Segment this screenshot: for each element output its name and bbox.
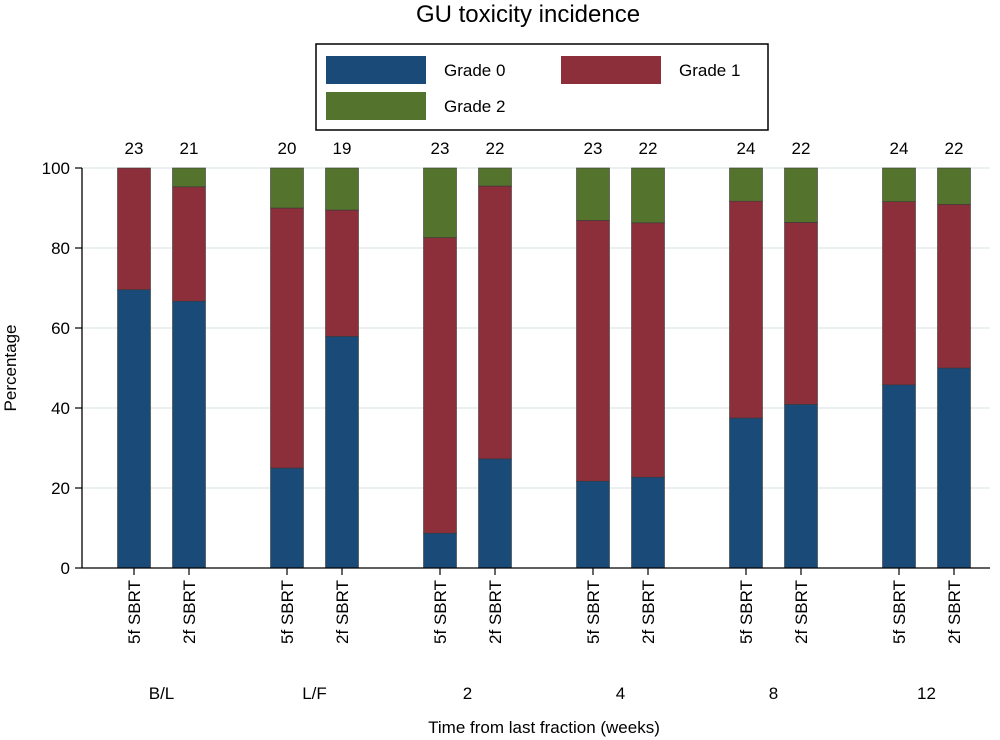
- y-tick-label: 0: [61, 559, 70, 578]
- bar-segment-grade-2: [172, 167, 206, 188]
- y-tick-label: 100: [42, 159, 70, 178]
- bar-segment-grade-2: [423, 167, 457, 238]
- bar-segment-grade-1: [423, 237, 457, 534]
- bar-segment-grade-1: [784, 222, 818, 405]
- bar-arm-label: 2f SBRT: [792, 580, 811, 644]
- bar-segment-grade-0: [729, 417, 763, 569]
- bar-segment-grade-2: [729, 167, 763, 202]
- bar-n-label: 22: [486, 139, 505, 158]
- bar-segment-grade-1: [172, 186, 206, 302]
- bar-arm-label: 5f SBRT: [125, 580, 144, 644]
- group-label: 8: [769, 684, 778, 703]
- bar-arm-label: 5f SBRT: [890, 580, 909, 644]
- legend-label-grade-0: Grade 0: [444, 61, 505, 80]
- bar-segment-grade-0: [937, 367, 971, 569]
- bars: [117, 167, 971, 569]
- bar-segment-grade-1: [729, 200, 763, 419]
- bar-segment-grade-1: [631, 222, 665, 478]
- bar-segment-grade-2: [325, 167, 359, 211]
- y-tick-label: 60: [51, 319, 70, 338]
- bar-segment-grade-0: [325, 336, 359, 569]
- y-tick-label: 40: [51, 399, 70, 418]
- bar-segment-grade-0: [478, 458, 512, 569]
- bar-segment-grade-1: [117, 167, 151, 290]
- bar-segment-grade-0: [172, 300, 206, 569]
- legend-swatch-grade-2: [326, 92, 426, 120]
- bar-segment-grade-1: [325, 209, 359, 337]
- bar-segment-grade-1: [576, 220, 610, 482]
- legend: Grade 0 Grade 1 Grade 2: [315, 43, 769, 131]
- bar-arm-label: 5f SBRT: [431, 580, 450, 644]
- axes: 0 20 40 60 80 100: [42, 159, 990, 578]
- y-tick-label: 20: [51, 479, 70, 498]
- bar-segment-grade-1: [937, 204, 971, 369]
- bar-segment-grade-1: [478, 185, 512, 460]
- bar-n-label: 21: [180, 139, 199, 158]
- y-axis-label: Percentage: [1, 325, 20, 412]
- legend-swatch-grade-0: [326, 56, 426, 84]
- bar-arm-label: 5f SBRT: [584, 580, 603, 644]
- bar-n-label: 24: [890, 139, 909, 158]
- bar-segment-grade-0: [423, 532, 457, 569]
- x-axis-label: Time from last fraction (weeks): [428, 718, 660, 737]
- group-label: L/F: [302, 684, 327, 703]
- chart-title: GU toxicity incidence: [416, 1, 640, 28]
- bar-n-label: 23: [584, 139, 603, 158]
- group-label: 4: [616, 684, 625, 703]
- labels: 23 5f SBRT 21 2f SBRT B/L 20 5f SBRT 19 2f SBRT L…: [125, 139, 964, 703]
- bar-n-label: 23: [125, 139, 144, 158]
- bar-arm-label: 5f SBRT: [737, 580, 756, 644]
- bar-n-label: 19: [333, 139, 352, 158]
- group-label: B/L: [149, 684, 175, 703]
- gridlines: [82, 167, 990, 489]
- bar-segment-grade-1: [882, 201, 916, 386]
- group-label: 12: [917, 684, 936, 703]
- bar-segment-grade-0: [631, 476, 665, 569]
- y-tick-label: 80: [51, 239, 70, 258]
- bar-segment-grade-2: [576, 167, 610, 221]
- legend-label-grade-1: Grade 1: [679, 61, 740, 80]
- bar-n-label: 20: [278, 139, 297, 158]
- bar-segment-grade-1: [270, 207, 304, 469]
- bar-n-label: 22: [639, 139, 658, 158]
- bar-n-label: 22: [945, 139, 964, 158]
- bar-segment-grade-2: [882, 167, 916, 202]
- bar-n-label: 22: [792, 139, 811, 158]
- bar-arm-label: 2f SBRT: [333, 580, 352, 644]
- bar-n-label: 24: [737, 139, 756, 158]
- bar-segment-grade-0: [270, 467, 304, 569]
- bar-segment-grade-2: [270, 167, 304, 209]
- group-label: 2: [463, 684, 472, 703]
- bar-segment-grade-0: [784, 404, 818, 569]
- bar-segment-grade-0: [117, 289, 151, 569]
- bar-arm-label: 2f SBRT: [180, 580, 199, 644]
- legend-label-grade-2: Grade 2: [444, 97, 505, 116]
- bar-arm-label: 2f SBRT: [945, 580, 964, 644]
- bar-segment-grade-2: [478, 167, 512, 187]
- bar-segment-grade-2: [937, 167, 971, 205]
- bar-arm-label: 2f SBRT: [486, 580, 505, 644]
- bar-segment-grade-2: [784, 167, 818, 223]
- bar-arm-label: 5f SBRT: [278, 580, 297, 644]
- bar-segment-grade-2: [631, 167, 665, 224]
- legend-swatch-grade-1: [561, 56, 661, 84]
- bar-segment-grade-0: [576, 480, 610, 569]
- bar-arm-label: 2f SBRT: [639, 580, 658, 644]
- bar-segment-grade-0: [882, 384, 916, 569]
- bar-n-label: 23: [431, 139, 450, 158]
